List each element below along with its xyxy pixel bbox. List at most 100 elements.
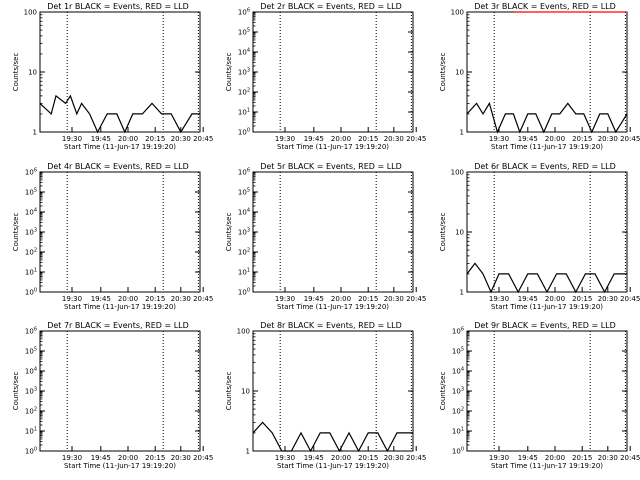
x-axis-label: Start Time (11-Jun-17 19:19:20) [64,143,176,151]
x-tick-label: 19:30 [275,454,295,462]
y-tick-exponent: 1 [34,268,37,274]
y-tick-exponent: 3 [247,68,250,74]
y-axis-label: Counts/sec [439,372,447,411]
x-tick-label: 20:30 [598,295,618,303]
x-tick-label: 20:15 [145,295,165,303]
x-tick-label: 20:15 [358,454,378,462]
y-tick-base: 1 [33,129,37,137]
x-tick-label: 20:45 [406,135,426,143]
y-tick-exponent: 0 [247,128,250,134]
x-axis-label: Start Time (11-Jun-17 19:19:20) [491,143,603,151]
y-tick-label: 102 [238,88,250,97]
x-tick-label: 20:00 [118,135,138,143]
y-tick-exponent: 0 [34,447,37,453]
y-tick-label: 101 [25,427,37,436]
y-tick-exponent: 4 [34,208,37,214]
y-axis-label: Counts/sec [439,53,447,92]
plot-frame [39,171,201,293]
x-tick-label: 19:45 [91,135,111,143]
x-tick-label: 20:15 [358,135,378,143]
y-tick-label: 102 [452,407,464,416]
y-tick-exponent: 6 [247,8,250,14]
y-tick-label: 103 [238,68,250,77]
x-tick-label: 19:30 [489,295,509,303]
y-tick-label: 103 [452,387,464,396]
y-tick-exponent: 5 [247,188,250,194]
x-tick-label: 20:45 [620,295,640,303]
chart-title: Det 3r BLACK = Events, RED = LLD [474,2,616,11]
series-events [466,262,627,294]
x-tick-label: 20:45 [406,454,426,462]
x-tick-label: 19:45 [518,135,538,143]
x-tick-label: 19:45 [518,454,538,462]
y-tick-label: 1 [460,129,464,137]
x-tick-label: 19:30 [62,454,82,462]
y-tick-exponent: 6 [247,168,250,174]
y-tick-exponent: 1 [34,427,37,433]
chart-title: Det 2r BLACK = Events, RED = LLD [260,2,402,11]
y-tick-label: 105 [452,347,464,356]
x-tick-label: 20:45 [406,295,426,303]
y-tick-label: 10 [455,229,464,237]
y-tick-base: 10 [452,428,461,436]
chart-title: Det 6r BLACK = Events, RED = LLD [474,162,616,171]
x-tick-label: 20:15 [572,135,592,143]
y-axis-label: Counts/sec [12,372,20,411]
y-tick-base: 10 [238,229,247,237]
y-tick-label: 100 [238,128,250,137]
y-tick-label: 101 [238,108,250,117]
plot-frame [39,11,201,133]
y-tick-base: 10 [238,29,247,37]
y-tick-label: 10 [28,69,37,77]
y-tick-base: 1 [460,289,464,297]
y-tick-base: 10 [238,89,247,97]
y-tick-base: 10 [238,169,247,177]
y-tick-base: 10 [25,368,34,376]
panel-det-4: Det 4r BLACK = Events, RED = LLD10010110… [12,162,213,311]
y-tick-label: 102 [238,248,250,257]
y-tick-exponent: 3 [34,228,37,234]
x-tick-label: 20:00 [118,454,138,462]
y-tick-exponent: 2 [34,407,37,413]
y-tick-label: 100 [24,9,37,17]
y-tick-base: 10 [25,209,34,217]
y-tick-base: 10 [452,448,461,456]
y-tick-label: 100 [25,447,37,456]
y-tick-label: 103 [238,228,250,237]
x-tick-label: 19:30 [489,454,509,462]
y-tick-base: 10 [25,189,34,197]
y-tick-exponent: 6 [34,168,37,174]
x-tick-label: 19:45 [304,135,324,143]
y-tick-exponent: 0 [247,288,250,294]
y-tick-label: 102 [25,248,37,257]
y-tick-label: 104 [452,367,464,376]
x-tick-label: 20:30 [598,454,618,462]
y-tick-label: 103 [25,228,37,237]
y-tick-label: 100 [237,328,250,336]
x-tick-label: 20:00 [545,135,565,143]
y-tick-label: 104 [238,48,250,57]
y-tick-label: 100 [451,169,464,177]
chart-title: Det 5r BLACK = Events, RED = LLD [260,162,402,171]
y-tick-base: 10 [25,229,34,237]
y-tick-base: 10 [452,328,461,336]
y-tick-base: 10 [238,249,247,257]
y-axis-label: Counts/sec [439,213,447,252]
x-axis-label: Start Time (11-Jun-17 19:19:20) [277,462,389,470]
y-tick-base: 100 [237,328,250,336]
y-tick-exponent: 1 [247,108,250,114]
y-tick-label: 100 [452,447,464,456]
y-tick-base: 10 [25,388,34,396]
y-tick-exponent: 5 [247,28,250,34]
x-tick-label: 19:30 [62,135,82,143]
x-tick-label: 20:00 [331,135,351,143]
y-tick-base: 10 [28,69,37,77]
x-axis-label: Start Time (11-Jun-17 19:19:20) [277,303,389,311]
x-axis-label: Start Time (11-Jun-17 19:19:20) [491,303,603,311]
y-tick-exponent: 3 [247,228,250,234]
panel-det-6: Det 6r BLACK = Events, RED = LLD 1 10 100 19… [439,162,640,311]
y-tick-base: 10 [238,209,247,217]
x-tick-label: 20:30 [598,135,618,143]
y-tick-exponent: 3 [461,387,464,393]
